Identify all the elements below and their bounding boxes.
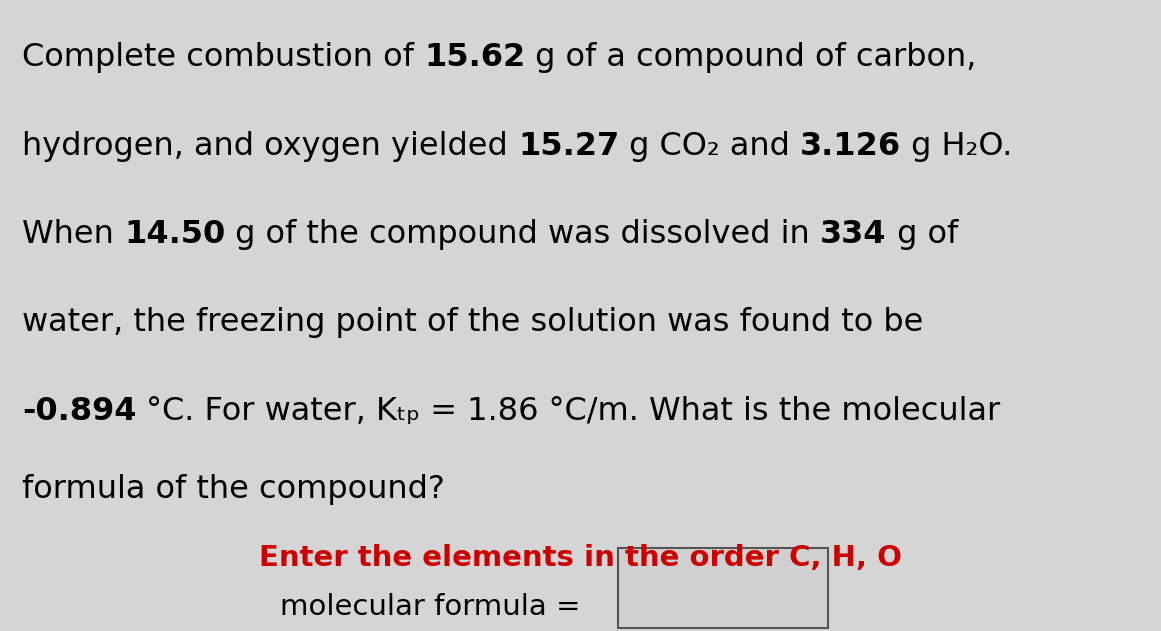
- Text: 14.50: 14.50: [124, 219, 225, 250]
- Text: g of a compound of carbon,: g of a compound of carbon,: [525, 42, 976, 73]
- Text: water, the freezing point of the solution was found to be: water, the freezing point of the solutio…: [22, 307, 923, 338]
- Text: g H₂O.: g H₂O.: [901, 131, 1012, 162]
- Text: 15.62: 15.62: [424, 42, 525, 73]
- Text: Enter the elements in the order C, H, O: Enter the elements in the order C, H, O: [259, 545, 902, 572]
- Text: hydrogen, and oxygen yielded: hydrogen, and oxygen yielded: [22, 131, 518, 162]
- Text: formula of the compound?: formula of the compound?: [22, 475, 445, 505]
- Text: 334: 334: [820, 219, 887, 250]
- Text: Complete combustion of: Complete combustion of: [22, 42, 424, 73]
- Text: 3.126: 3.126: [800, 131, 901, 162]
- Text: -0.894: -0.894: [22, 396, 137, 427]
- Text: 15.27: 15.27: [518, 131, 619, 162]
- Text: When: When: [22, 219, 124, 250]
- Bar: [618, 548, 828, 628]
- Text: molecular formula =: molecular formula =: [280, 593, 580, 621]
- Text: g of the compound was dissolved in: g of the compound was dissolved in: [225, 219, 820, 250]
- Text: g CO₂ and: g CO₂ and: [619, 131, 800, 162]
- Text: °C. For water, Kₜₚ = 1.86 °C/m. What is the molecular: °C. For water, Kₜₚ = 1.86 °C/m. What is …: [137, 396, 1001, 427]
- Text: g of: g of: [887, 219, 958, 250]
